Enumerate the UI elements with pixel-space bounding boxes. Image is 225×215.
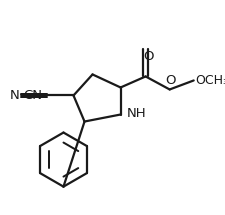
Text: O: O bbox=[165, 74, 175, 88]
Text: NH: NH bbox=[126, 107, 146, 120]
Text: OCH₃: OCH₃ bbox=[194, 74, 225, 87]
Text: O: O bbox=[142, 50, 153, 63]
Text: CN: CN bbox=[23, 89, 42, 101]
Text: N: N bbox=[10, 89, 20, 102]
